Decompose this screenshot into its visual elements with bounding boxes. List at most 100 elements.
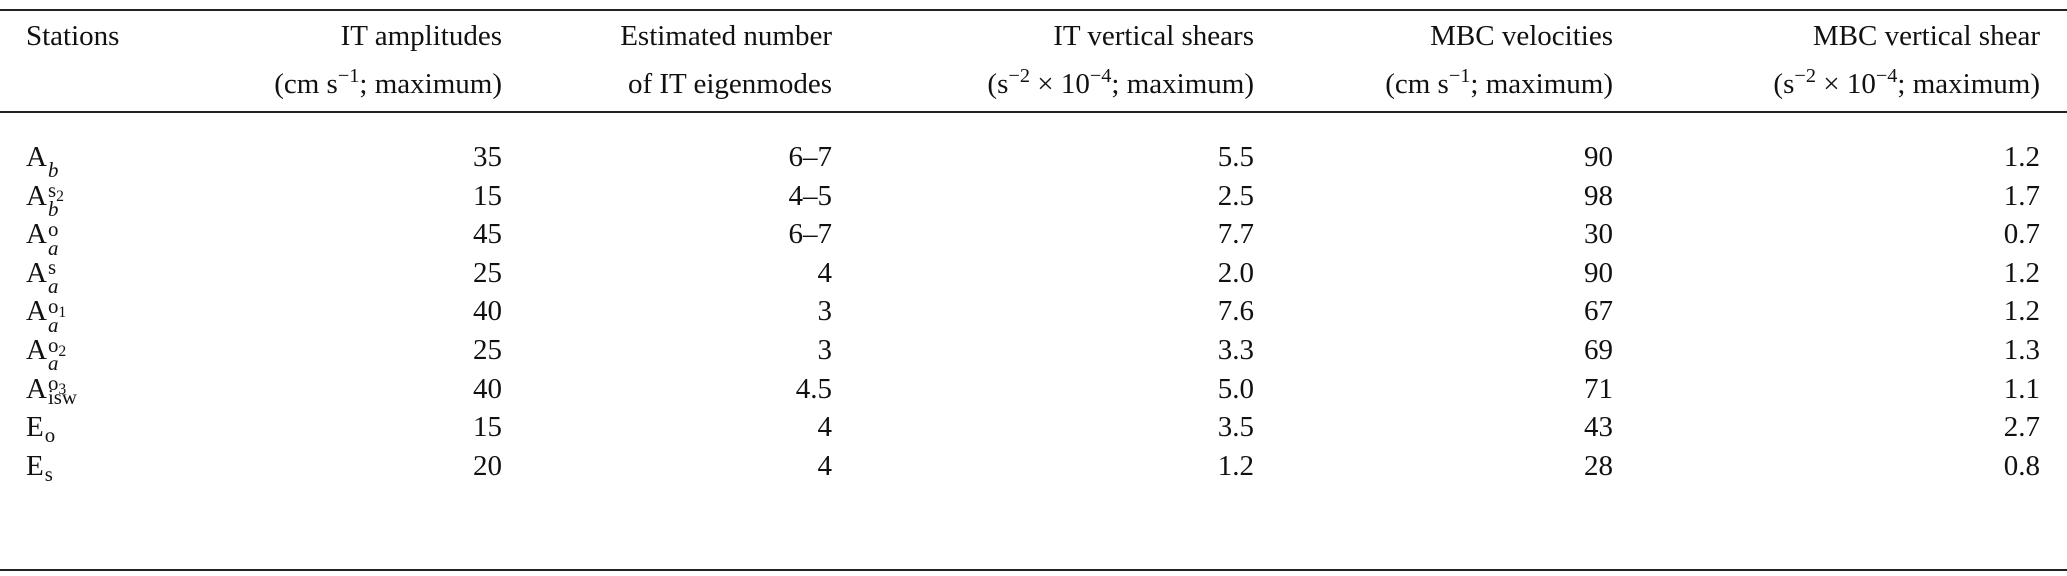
header-rule	[0, 111, 2067, 113]
script-stack: a o2	[47, 312, 67, 360]
station-cell: Eo	[26, 409, 55, 447]
sub-subscript: 2	[58, 342, 67, 360]
station-base: A	[26, 372, 47, 405]
header-text: × 10	[1815, 68, 1876, 100]
header-text: ; maximum)	[359, 68, 502, 100]
header-text: (cm s	[1385, 68, 1449, 100]
script-stack: a o3	[48, 353, 67, 399]
header-cell: (s−2 × 10−4; maximum)	[987, 66, 1254, 102]
table-cell: 40	[473, 295, 502, 328]
station-cell: Aisw	[26, 371, 77, 409]
header-text: (cm s	[274, 68, 338, 100]
table-cell: 15	[473, 411, 502, 444]
header-cell: IT vertical shears	[1053, 20, 1254, 52]
table-cell: 2.5	[1217, 179, 1254, 212]
table-cell: 90	[1584, 256, 1613, 289]
subscript: isw	[48, 385, 77, 409]
station-cell: Es	[26, 448, 53, 486]
header-cell: MBC vertical shear	[1812, 20, 2040, 52]
superscript: b	[47, 197, 59, 222]
script-stack: b s2	[47, 158, 64, 206]
table-cell: 15	[473, 179, 502, 212]
table-cell: 25	[473, 256, 502, 289]
table-cell: 2.7	[2003, 411, 2040, 444]
table-cell: 4	[817, 449, 833, 482]
subscript: s	[47, 255, 58, 280]
bottom-rule	[0, 569, 2067, 571]
subscript-text: s	[44, 462, 53, 487]
superscript: −2	[1008, 64, 1030, 87]
subscript: o3	[48, 373, 67, 399]
header-text: (s	[1773, 68, 1795, 100]
table-cell: 3.3	[1217, 334, 1254, 366]
subscript-text: s	[47, 255, 57, 280]
header-cell: IT amplitudes	[340, 20, 502, 52]
table-cell: 45	[473, 218, 502, 251]
header-text: × 10	[1029, 68, 1090, 100]
header-cell: (cm s−1; maximum)	[1385, 66, 1613, 102]
header-cell: Stations	[26, 20, 120, 52]
sub-subscript: 2	[56, 188, 64, 206]
table-cell: 5.0	[1217, 372, 1254, 405]
table-cell: 7.6	[1217, 295, 1254, 328]
table-cell: 4–5	[788, 179, 833, 212]
table-cell: 0.7	[2003, 218, 2040, 251]
table-cell: 43	[1584, 411, 1613, 444]
subscript-text: s	[47, 178, 57, 203]
subscript-text: isw	[47, 384, 77, 409]
header-text: ; maximum)	[1111, 68, 1254, 100]
table-cell: 90	[1584, 141, 1613, 173]
top-rule	[0, 9, 2067, 11]
table-cell: 67	[1584, 295, 1613, 328]
header-cell: (s−2 × 10−4; maximum)	[1773, 66, 2040, 102]
superscript: −1	[337, 64, 360, 87]
station-base: A	[26, 179, 47, 212]
station-base: E	[26, 411, 44, 444]
table-cell: 98	[1584, 179, 1613, 212]
table-cell: 30	[1584, 218, 1613, 251]
subscript: s	[45, 462, 53, 486]
header-text: ; maximum)	[1470, 68, 1613, 100]
superscript: a	[47, 235, 59, 260]
superscript: −1	[1448, 64, 1471, 87]
superscript: −4	[1089, 64, 1112, 87]
subscript-text: o	[47, 294, 59, 319]
table-cell: 0.8	[2003, 449, 2040, 482]
station-base: A	[26, 334, 47, 366]
table-cell: 1.2	[2003, 256, 2040, 289]
table-cell: 35	[473, 141, 502, 173]
table-cell: 1.7	[2003, 179, 2040, 212]
subscript: o1	[47, 294, 67, 321]
table-cell: 4.5	[795, 372, 832, 405]
table-cell: 1.2	[2003, 141, 2040, 173]
station-base: A	[26, 256, 47, 289]
table-cell: 1.3	[2003, 334, 2040, 366]
subscript-text: o	[47, 216, 59, 241]
header-text: ; maximum)	[1897, 68, 2040, 100]
sub-subscript: 1	[58, 304, 67, 321]
superscript: a	[47, 312, 59, 337]
table-cell: 6–7	[788, 141, 833, 173]
script-stack: a o1	[47, 276, 67, 321]
table-cell: 69	[1584, 334, 1613, 366]
station-base: E	[26, 449, 44, 482]
superscript: −4	[1875, 64, 1898, 87]
table-cell: 3.5	[1217, 411, 1254, 444]
superscript: b	[47, 158, 59, 183]
subscript: s2	[47, 178, 64, 206]
table-cell: 4	[817, 411, 833, 444]
table-cell: 7.7	[1217, 218, 1254, 251]
header-cell: Estimated number	[620, 20, 832, 52]
sub-subscript: 3	[58, 381, 67, 399]
table-cell: 5.5	[1217, 141, 1254, 173]
subscript: o	[45, 423, 55, 447]
